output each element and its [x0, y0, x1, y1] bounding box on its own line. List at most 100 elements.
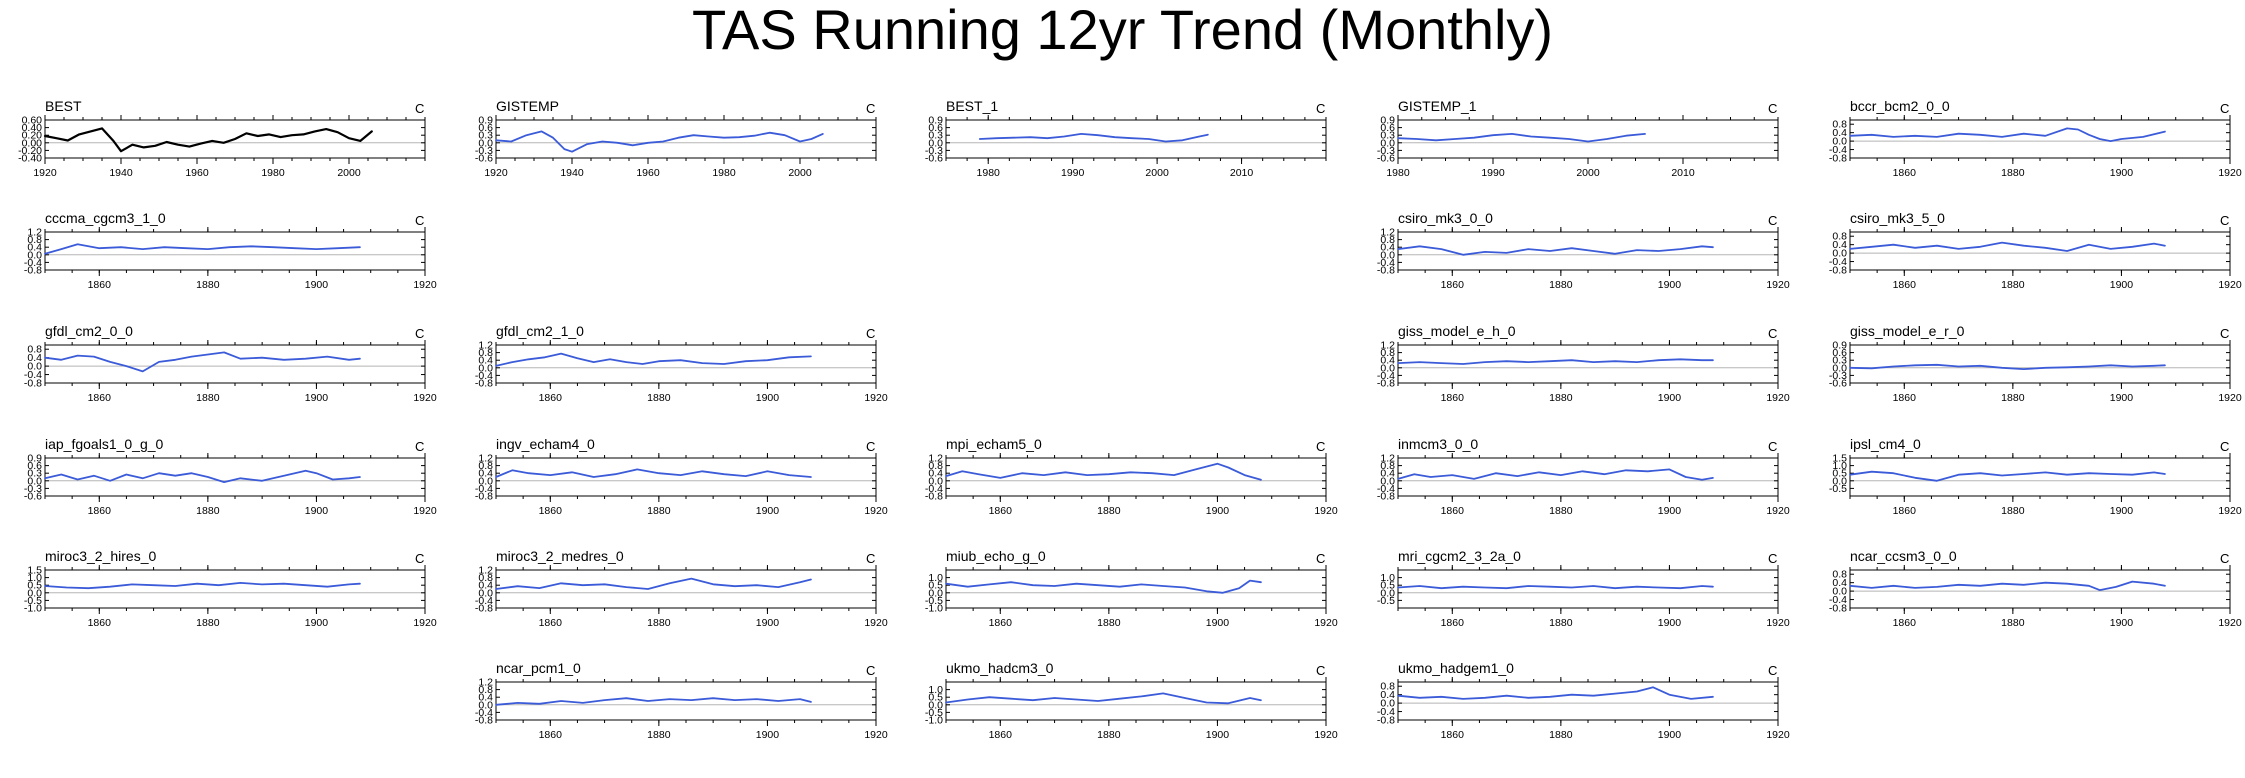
- x-tick-label: 1980: [1386, 167, 1410, 179]
- y-tick-label: 0.8: [1380, 234, 1395, 246]
- y-tick-label: 1.0: [1380, 572, 1395, 584]
- y-tick-label: 1.5: [1832, 453, 1847, 465]
- x-tick-label: 1860: [539, 505, 563, 517]
- y-tick-label: -0.4: [475, 595, 493, 607]
- panel-title: ingv_echam4_0: [496, 436, 595, 452]
- series-line: [1849, 580, 2166, 592]
- series-line: [1397, 686, 1714, 700]
- x-tick-label: 1860: [539, 392, 563, 404]
- y-tick-label: 0.0: [478, 475, 493, 487]
- y-tick-label: 0.3: [1832, 355, 1847, 367]
- y-tick-label: -0.8: [24, 265, 42, 277]
- x-tick-label: 1860: [1893, 167, 1917, 179]
- plot-frame: [1397, 457, 1779, 497]
- y-tick-label: 0.0: [1380, 249, 1395, 261]
- y-tick-label: 1.0: [27, 572, 42, 584]
- y-tick-label: 0.0: [27, 249, 42, 261]
- panel-title: csiro_mk3_5_0: [1850, 210, 1945, 226]
- chart-panel: BEST_1 C -0.6 -0.3 0.0 0.3 0.6 0.9 1980 1990 2000 2…: [901, 98, 1327, 208]
- y-tick-label: 0.5: [928, 692, 943, 704]
- panel-plot: -0.8-0.40.00.40.81.2 1860 1880 1900 1920: [475, 340, 888, 405]
- y-tick-label: -0.8: [24, 378, 42, 390]
- x-tick-label: 1920: [413, 617, 437, 629]
- x-tick-label: 1920: [1314, 617, 1338, 629]
- series-line: [44, 581, 361, 590]
- chart-panel: mpi_echam5_0 C -0.8 -0.4 0.0 0.4 0.8 1.2 1860 188…: [901, 436, 1338, 546]
- panel-title: ukmo_hadgem1_0: [1398, 660, 1514, 676]
- y-tick-label: 0.9: [928, 115, 943, 127]
- x-tick-label: 1860: [1893, 279, 1917, 291]
- panel-unit: C: [1768, 663, 1778, 678]
- panel-plot: -0.6-0.30.00.30.60.9 1860 1880 1900 1920: [1829, 340, 2242, 405]
- y-tick-label: 0.9: [1832, 340, 1847, 352]
- x-tick-label: 2000: [788, 167, 812, 179]
- series-line: [495, 468, 812, 478]
- panel-plot: -0.6-0.30.00.30.60.9 1980 1990 2000 2010: [925, 115, 1327, 179]
- panel-unit: C: [415, 439, 425, 454]
- chart-panel: ncar_ccsm3_0_0 C -0.8 -0.4 0.0 0.4 0.8 1860 1880…: [1805, 548, 2242, 658]
- y-tick-label: 0.4: [1380, 689, 1395, 701]
- x-tick-label: 1860: [1893, 617, 1917, 629]
- chart-panel: bccr_bcm2_0_0 C -0.8 -0.4 0.0 0.4 0.8 1860 1880 1…: [1805, 98, 2242, 208]
- x-tick-label: 1920: [2218, 392, 2242, 404]
- series-line: [495, 352, 812, 367]
- chart-panel: giss_model_e_r_0 C -0.6 -0.3 0.0 0.3 0.6 0.9 186…: [1805, 323, 2242, 433]
- y-tick-label: 0.20: [22, 130, 43, 142]
- x-tick-label: 1920: [1766, 505, 1790, 517]
- chart-panel: inmcm3_0_0 C -0.8 -0.4 0.0 0.4 0.8 1.2 1860 1880 1…: [1353, 436, 1790, 546]
- x-tick-label: 1860: [1893, 392, 1917, 404]
- y-tick-label: 1.2: [478, 677, 493, 689]
- x-tick-label: 1920: [864, 729, 888, 741]
- y-tick-label: 0.0: [478, 137, 493, 149]
- x-tick-label: 1900: [1206, 617, 1230, 629]
- panel-title: cccma_cgcm3_1_0: [45, 210, 166, 226]
- plot-frame: [945, 681, 1327, 721]
- y-tick-label: 0.4: [1380, 468, 1395, 480]
- panel-unit: C: [2220, 101, 2230, 116]
- y-tick-label: 0.0: [1832, 248, 1847, 260]
- y-tick-label: -1.0: [925, 715, 943, 727]
- panel-unit: C: [1768, 326, 1778, 341]
- y-tick-label: 0.5: [27, 580, 42, 592]
- x-tick-label: 1900: [756, 392, 780, 404]
- x-tick-label: 1900: [756, 729, 780, 741]
- panel-plot: -0.8-0.40.00.40.81.2 1860 1880 1900 1920: [1377, 453, 1790, 518]
- x-tick-label: 1900: [756, 505, 780, 517]
- x-tick-label: 1860: [1441, 392, 1465, 404]
- x-tick-label: 1860: [88, 505, 112, 517]
- panel-title: BEST_1: [946, 98, 999, 114]
- y-tick-label: 1.2: [928, 453, 943, 465]
- series-line: [1397, 245, 1714, 256]
- x-tick-label: 1940: [109, 167, 133, 179]
- y-tick-label: 0.4: [478, 468, 493, 480]
- y-tick-label: -0.6: [1829, 378, 1847, 390]
- y-tick-label: 0.6: [1832, 347, 1847, 359]
- x-tick-label: 1880: [196, 279, 220, 291]
- panel-plot: -0.6-0.30.00.30.60.9 1860 1880 1900 1920: [24, 453, 437, 518]
- y-tick-label: -0.4: [1377, 706, 1395, 718]
- y-tick-label: 1.0: [928, 572, 943, 584]
- plot-frame: [1849, 569, 2231, 609]
- y-tick-label: 0.6: [928, 122, 943, 134]
- plot-frame: [1397, 569, 1779, 609]
- chart-panel: gfdl_cm2_1_0 C -0.8 -0.4 0.0 0.4 0.8 1.2 1860 188…: [451, 323, 888, 433]
- chart-panel: ukmo_hadcm3_0 C -1.0 -0.5 0.0 0.5 1.0 1860 1880 1…: [901, 660, 1338, 770]
- x-tick-label: 1860: [539, 729, 563, 741]
- x-tick-label: 1880: [2001, 392, 2025, 404]
- y-tick-label: 0.00: [22, 137, 43, 149]
- plot-frame: [1849, 231, 2231, 271]
- series-line: [1397, 468, 1714, 481]
- panel-unit: C: [415, 101, 425, 116]
- y-tick-label: 0.4: [1832, 577, 1847, 589]
- panel-unit: C: [1768, 213, 1778, 228]
- x-tick-label: 2000: [337, 167, 361, 179]
- y-tick-label: 0.4: [478, 580, 493, 592]
- x-tick-label: 1860: [539, 617, 563, 629]
- chart-panel: miub_echo_g_0 C -1.0 -0.5 0.0 0.5 1.0 1860 1880 1…: [901, 548, 1338, 658]
- x-tick-label: 1920: [864, 392, 888, 404]
- panel-title: GISTEMP_1: [1398, 98, 1477, 114]
- y-tick-label: 0.0: [27, 361, 42, 373]
- panel-plot: -0.8-0.40.00.40.81.2 1860 1880 1900 1920: [475, 565, 888, 630]
- y-tick-label: -1.0: [925, 603, 943, 615]
